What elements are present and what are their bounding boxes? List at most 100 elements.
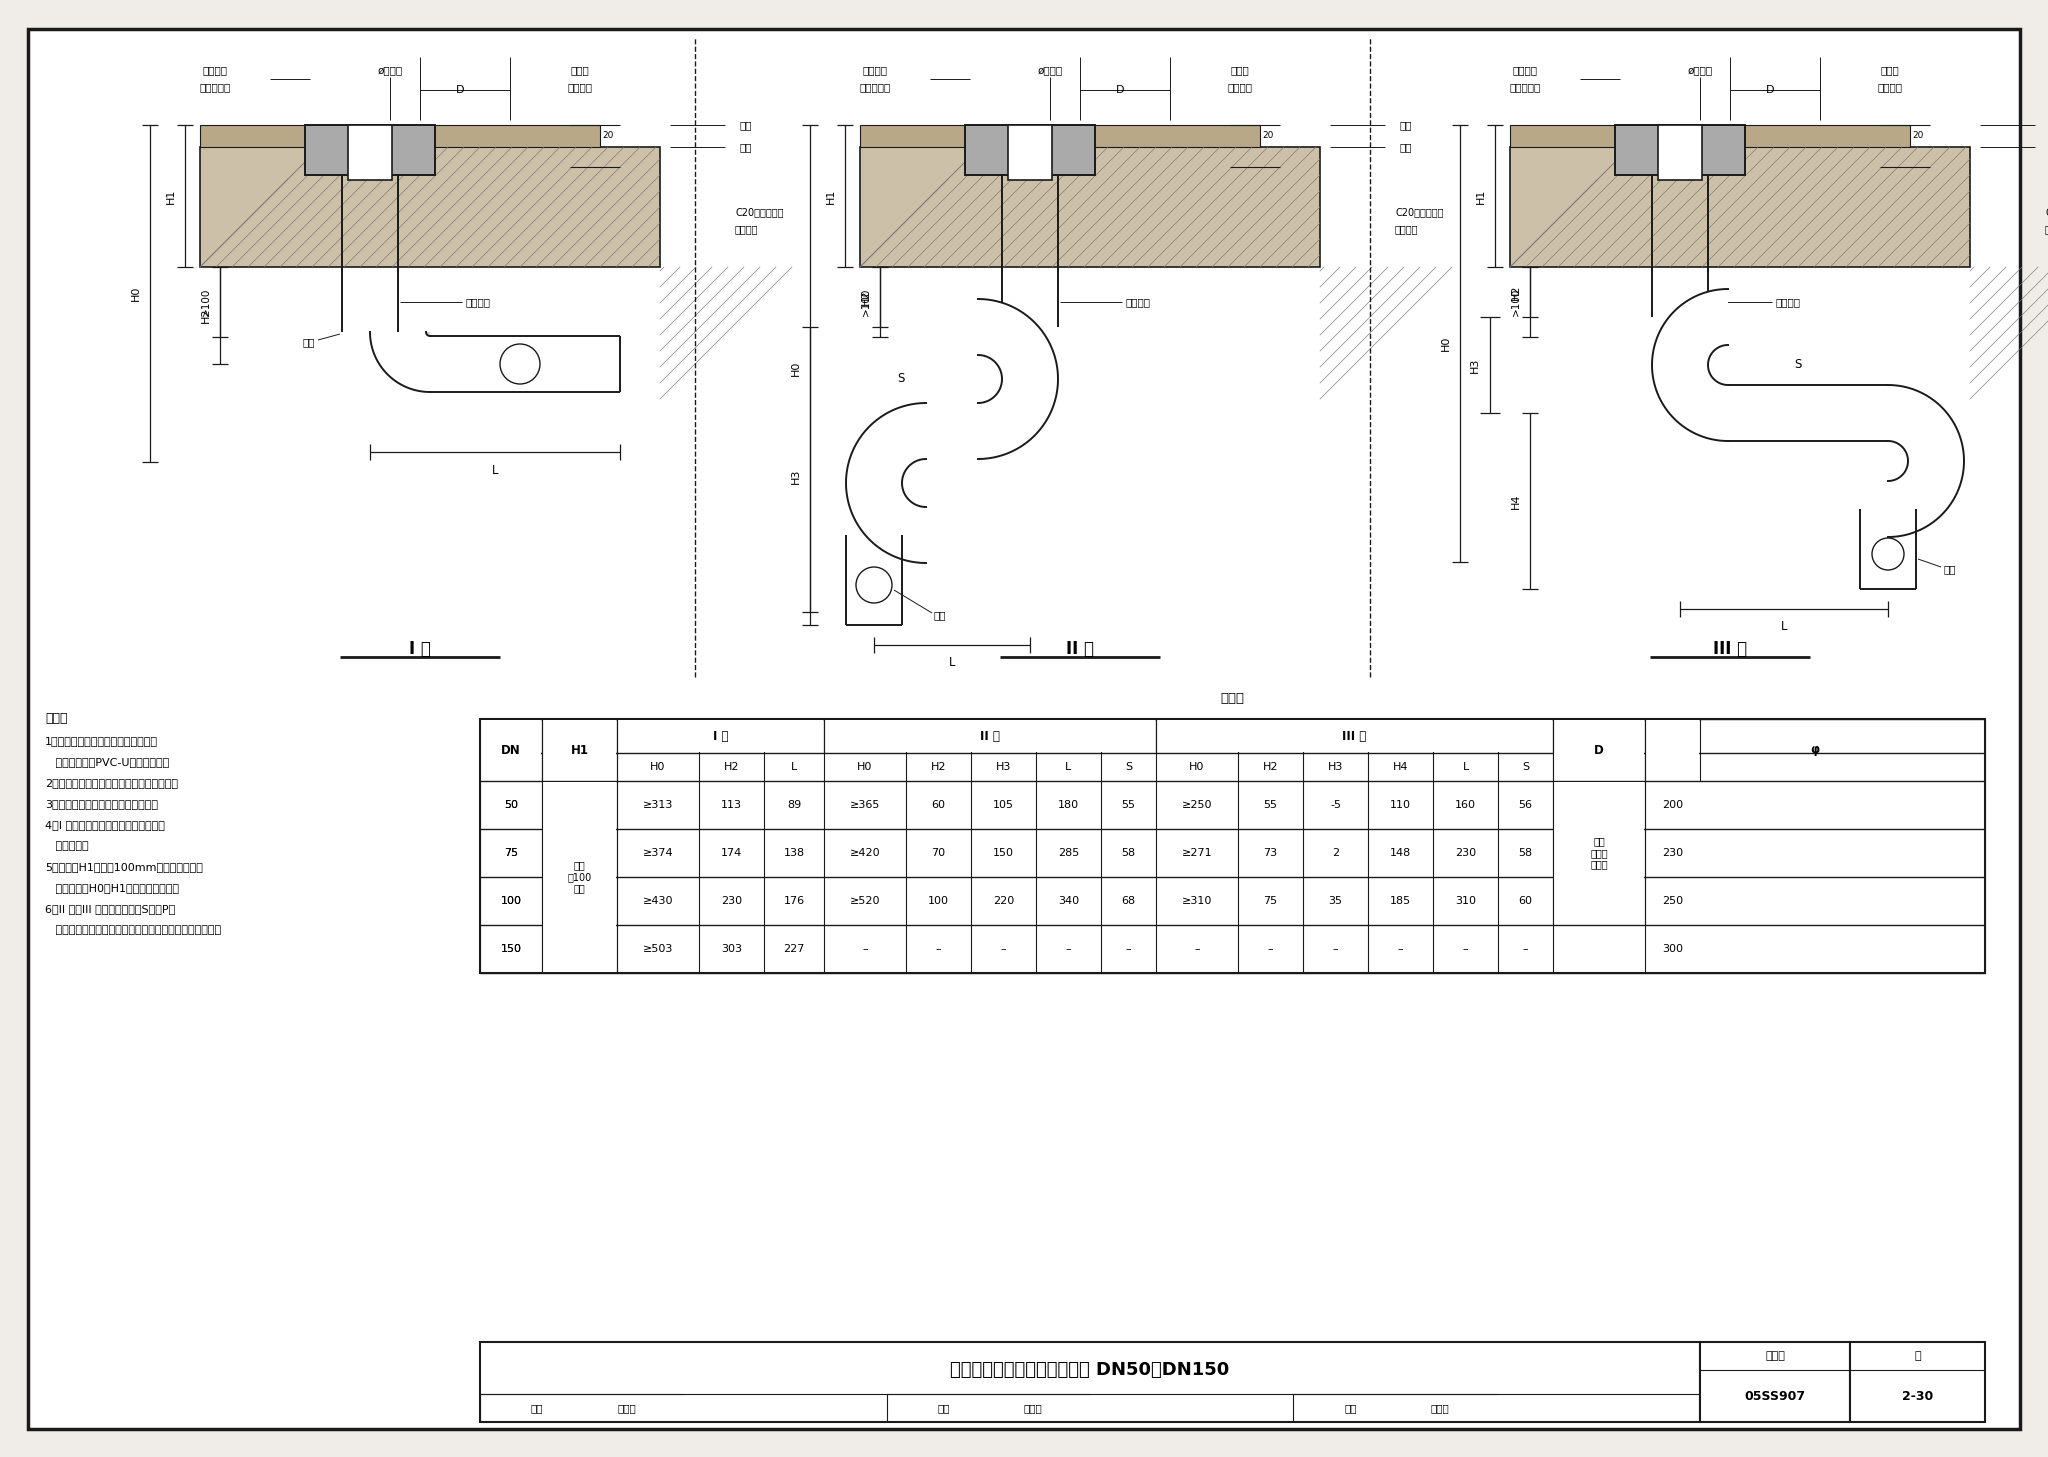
Text: >100: >100 [1511, 288, 1522, 316]
Text: H0: H0 [131, 286, 141, 302]
Bar [1509, 147, 1970, 267]
Bar [543, 720, 616, 779]
Text: ø预留洞: ø预留洞 [377, 66, 403, 74]
Text: 见建筑设计: 见建筑设计 [199, 82, 231, 92]
Bar [201, 147, 659, 267]
Text: 楼板: 楼板 [739, 141, 752, 152]
Text: 70: 70 [932, 848, 946, 858]
Text: ≥271: ≥271 [1182, 848, 1212, 858]
Text: 20: 20 [1262, 131, 1274, 140]
Text: 55: 55 [1264, 800, 1278, 810]
Text: 审核: 审核 [530, 1403, 543, 1413]
Text: H1: H1 [825, 188, 836, 204]
Text: >100: >100 [860, 288, 870, 316]
Text: H3: H3 [1327, 762, 1343, 772]
Bar [481, 720, 541, 779]
Text: 220: 220 [993, 896, 1014, 906]
Wedge shape [979, 299, 1059, 459]
Text: D: D [457, 85, 465, 95]
Text: 05SS907: 05SS907 [1745, 1390, 1806, 1403]
Text: H0: H0 [791, 361, 801, 376]
Wedge shape [846, 404, 926, 562]
Bar [1509, 125, 1911, 147]
Text: 2-30: 2-30 [1903, 1390, 1933, 1403]
Wedge shape [371, 332, 430, 392]
Text: L: L [1065, 762, 1071, 772]
Text: D: D [1593, 743, 1604, 756]
Text: ≥313: ≥313 [643, 800, 674, 810]
Text: 面层: 面层 [1401, 119, 1413, 130]
Text: H4: H4 [1393, 762, 1409, 772]
Bar [1008, 125, 1053, 181]
Text: 塑料短管: 塑料短管 [1124, 297, 1151, 307]
Text: 见建筑设计: 见建筑设计 [1509, 82, 1540, 92]
Text: 为硬聚乙烯（PVC-U）管的场所。: 为硬聚乙烯（PVC-U）管的场所。 [45, 758, 170, 766]
Text: 调节段: 调节段 [571, 66, 590, 74]
Text: 160: 160 [1454, 800, 1477, 810]
Text: 105: 105 [993, 800, 1014, 810]
Text: H2: H2 [201, 307, 211, 323]
Text: 176: 176 [784, 896, 805, 906]
Text: φ: φ [1810, 743, 1819, 756]
Text: 分层嵌实: 分层嵌实 [735, 224, 758, 235]
Text: 设计: 设计 [1343, 1403, 1356, 1413]
Bar [860, 147, 1321, 267]
Text: 75: 75 [1264, 896, 1278, 906]
Text: S: S [897, 373, 905, 386]
Text: 3、地漏装设在楼板上应预留安装孔。: 3、地漏装设在楼板上应预留安装孔。 [45, 798, 158, 809]
Bar [1157, 720, 1552, 752]
Text: 310: 310 [1454, 896, 1477, 906]
Text: 5、本图中H1尺寸按100mm考虑，实际情况: 5、本图中H1尺寸按100mm考虑，实际情况 [45, 863, 203, 871]
Text: 说明：: 说明： [45, 712, 68, 726]
Text: 粘接: 粘接 [934, 610, 946, 621]
Text: 塑料短管: 塑料短管 [465, 297, 489, 307]
Bar [305, 125, 434, 175]
Text: 分层嵌实: 分层嵌实 [1395, 224, 1419, 235]
Text: 粘接: 粘接 [303, 337, 315, 347]
Text: 20: 20 [602, 131, 614, 140]
Text: H0: H0 [1190, 762, 1204, 772]
Text: L: L [1462, 762, 1468, 772]
Text: H0: H0 [858, 762, 872, 772]
Text: 2、本图按塑料无水封磁性翻斗式地漏绘制。: 2、本图按塑料无水封磁性翻斗式地漏绘制。 [45, 778, 178, 788]
Bar [860, 125, 1260, 147]
Text: H2: H2 [860, 290, 870, 305]
Text: DN: DN [502, 743, 520, 756]
Text: H1: H1 [166, 188, 176, 204]
Text: S: S [1124, 762, 1133, 772]
Text: H2: H2 [1511, 284, 1522, 300]
Text: 塑料短管: 塑料短管 [1776, 297, 1800, 307]
Bar [1849, 1342, 1985, 1422]
Text: II 型: II 型 [981, 730, 999, 743]
Text: H0: H0 [651, 762, 666, 772]
Text: L: L [948, 657, 954, 670]
Text: H1: H1 [1477, 188, 1487, 204]
Text: D: D [1116, 85, 1124, 95]
Text: 面层: 面层 [739, 119, 752, 130]
Text: 最大调量: 最大调量 [1878, 82, 1903, 92]
Text: 60: 60 [932, 800, 946, 810]
Text: ≥520: ≥520 [850, 896, 881, 906]
Text: C20细石混凝土: C20细石混凝土 [2046, 207, 2048, 217]
Text: III 型: III 型 [1712, 640, 1747, 659]
Text: 杨海键: 杨海键 [1430, 1403, 1450, 1413]
Text: H0: H0 [1442, 335, 1450, 351]
Text: C20细石混凝土: C20细石混凝土 [735, 207, 784, 217]
Text: 185: 185 [1391, 896, 1411, 906]
Text: 50: 50 [504, 800, 518, 810]
Text: II 型: II 型 [1067, 640, 1094, 659]
Bar [1659, 125, 1702, 181]
Text: 马信国: 马信国 [1024, 1403, 1042, 1413]
Text: ø预留洞: ø预留洞 [1038, 66, 1063, 74]
Text: 井的场所。: 井的场所。 [45, 841, 88, 851]
Text: 60: 60 [1518, 896, 1532, 906]
Text: ≥310: ≥310 [1182, 896, 1212, 906]
Text: 防水做法: 防水做法 [862, 66, 887, 74]
Text: 340: 340 [1059, 896, 1079, 906]
Text: ≥420: ≥420 [850, 848, 881, 858]
Text: –: – [862, 944, 868, 954]
Text: 75: 75 [504, 848, 518, 858]
Bar [479, 718, 1985, 973]
Text: ≥365: ≥365 [850, 800, 881, 810]
Text: 调节段: 调节段 [1231, 66, 1249, 74]
